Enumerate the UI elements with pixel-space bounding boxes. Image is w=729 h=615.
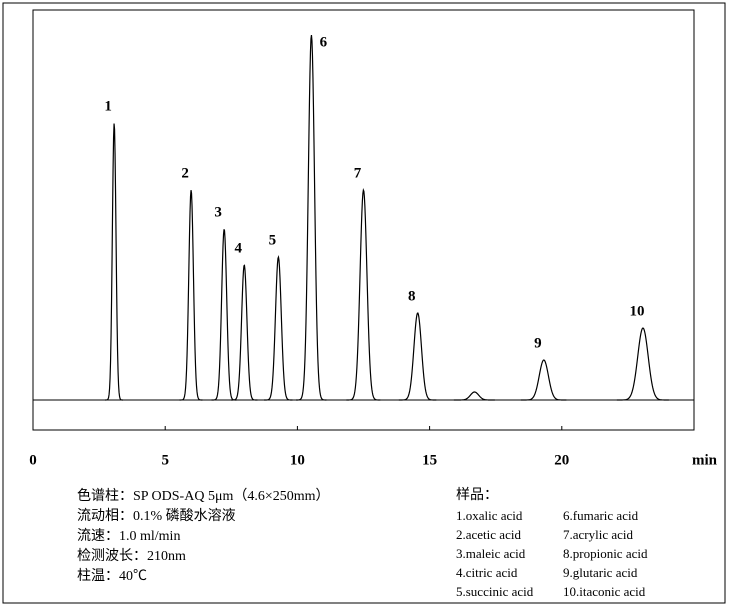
sample-item: 5.succinic acid — [456, 584, 534, 599]
peak-label: 8 — [408, 288, 416, 304]
x-tick-label: 0 — [29, 452, 37, 468]
peak-label: 3 — [214, 204, 222, 220]
sample-item: 2.acetic acid — [456, 527, 521, 542]
peak-label: 5 — [269, 232, 277, 248]
peak-label: 7 — [354, 165, 362, 181]
condition: 流动相：0.1% 磷酸水溶液 — [77, 508, 236, 524]
peak — [263, 254, 293, 401]
condition: 色谱柱：SP ODS-AQ 5μm（4.6×250mm） — [77, 487, 330, 504]
peak — [211, 229, 237, 401]
outer-frame — [2, 2, 726, 604]
peak — [105, 123, 124, 401]
x-tick-label: 20 — [554, 452, 569, 468]
peak — [230, 264, 258, 401]
peak — [179, 190, 203, 401]
peak — [520, 359, 567, 401]
condition: 检测波长：210nm — [77, 548, 186, 564]
sample-item: 8.propionic acid — [563, 546, 648, 561]
peak — [616, 327, 669, 401]
peak-label: 4 — [235, 240, 243, 256]
peak — [295, 34, 327, 401]
sample-item: 3.maleic acid — [456, 546, 526, 561]
x-tick-label: 10 — [290, 452, 305, 468]
peak — [453, 391, 495, 401]
condition: 流速：1.0 ml/min — [77, 528, 180, 544]
x-axis-label: min — [692, 452, 718, 468]
sample-title: 样品： — [456, 487, 498, 503]
condition: 柱温：40℃ — [77, 568, 147, 584]
x-tick-label: 15 — [422, 452, 437, 468]
sample-item: 10.itaconic acid — [563, 584, 646, 599]
peak-label: 6 — [320, 34, 328, 50]
plot-frame — [32, 9, 695, 431]
sample-item: 6.fumaric acid — [563, 508, 639, 523]
x-tick-label: 5 — [161, 452, 169, 468]
sample-item: 7.acrylic acid — [563, 527, 634, 542]
peak-label: 9 — [534, 335, 542, 351]
peak-label: 10 — [629, 303, 644, 319]
peak — [346, 188, 381, 401]
sample-item: 1.oxalic acid — [456, 508, 523, 523]
sample-item: 4.citric acid — [456, 565, 518, 580]
peak — [398, 312, 437, 401]
peak-label: 1 — [104, 98, 112, 114]
sample-item: 9.glutaric acid — [563, 565, 638, 580]
peak-label: 2 — [181, 165, 189, 181]
